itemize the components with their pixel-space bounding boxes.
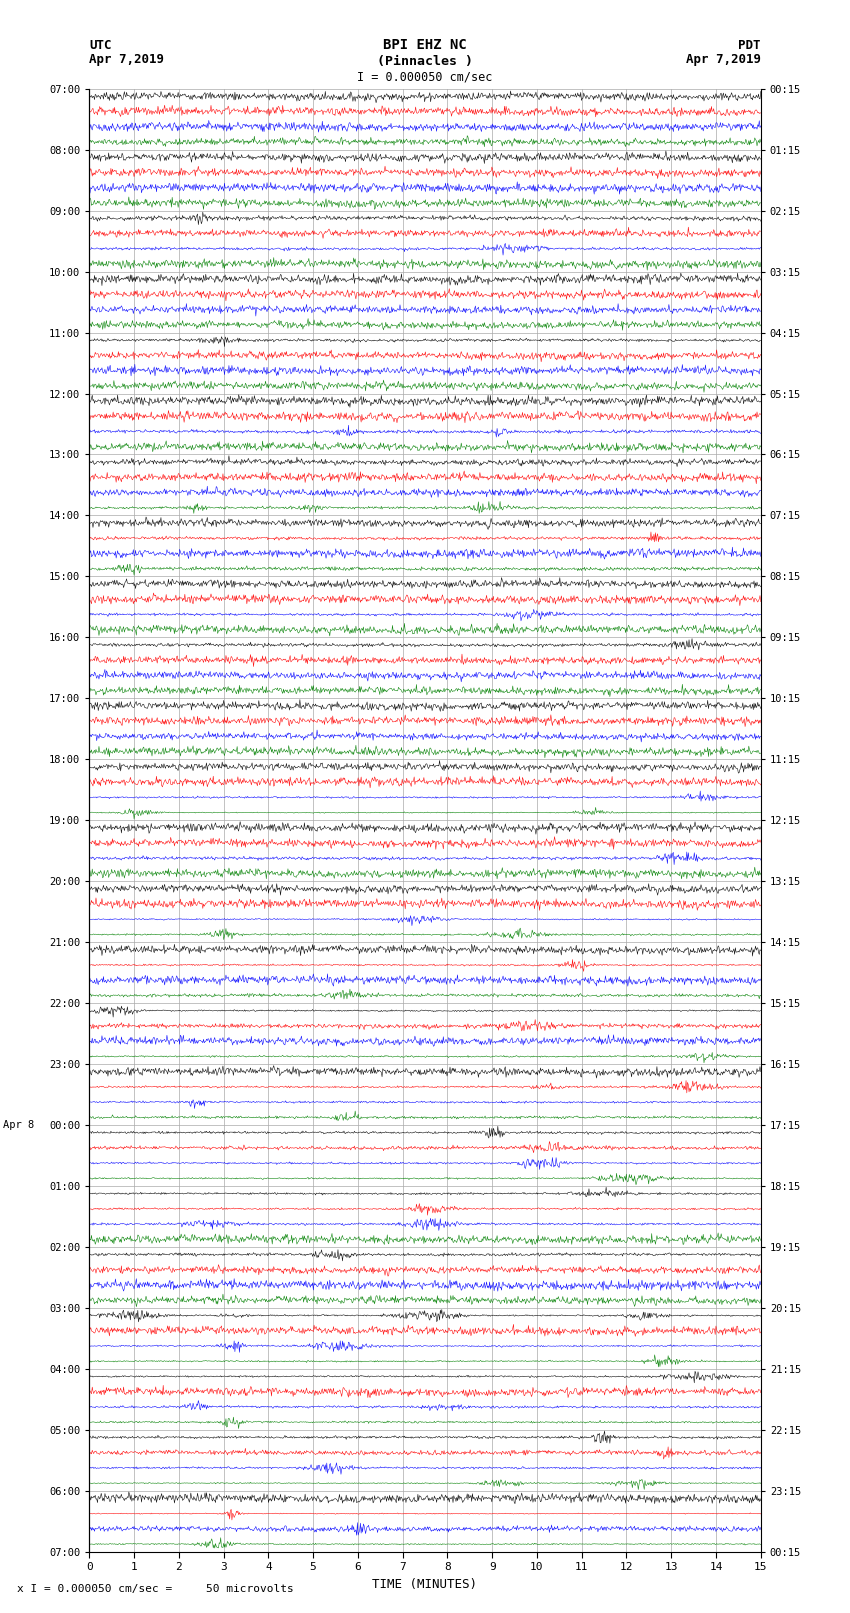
- Text: Apr 8: Apr 8: [3, 1119, 34, 1131]
- Text: Apr 7,2019: Apr 7,2019: [686, 53, 761, 66]
- Text: UTC: UTC: [89, 39, 111, 52]
- Text: (Pinnacles ): (Pinnacles ): [377, 55, 473, 68]
- Text: x I = 0.000050 cm/sec =     50 microvolts: x I = 0.000050 cm/sec = 50 microvolts: [17, 1584, 294, 1594]
- Text: I = 0.000050 cm/sec: I = 0.000050 cm/sec: [357, 71, 493, 84]
- Text: PDT: PDT: [739, 39, 761, 52]
- Text: Apr 7,2019: Apr 7,2019: [89, 53, 164, 66]
- Text: BPI EHZ NC: BPI EHZ NC: [383, 37, 467, 52]
- X-axis label: TIME (MINUTES): TIME (MINUTES): [372, 1578, 478, 1590]
